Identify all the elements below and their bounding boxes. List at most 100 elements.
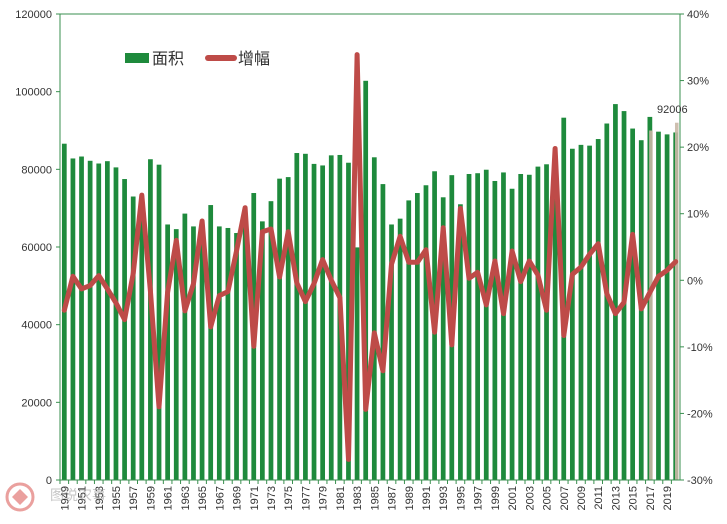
area-bar	[569, 148, 575, 481]
area-bar	[397, 218, 403, 480]
axes-layer: 0 20000 40000 60000 80000 100000 120000 -30% -20…	[15, 9, 713, 510]
left-tick-label: 0	[46, 475, 52, 487]
x-tick-label: 1981	[335, 486, 347, 510]
legend-growth-label: 增幅	[238, 49, 270, 68]
x-tick-label: 1989	[404, 486, 416, 510]
x-tick-label: 2013	[610, 486, 622, 510]
area-bar	[311, 163, 317, 480]
watermark-text: 图说农事	[50, 488, 106, 504]
left-tick-label: 80000	[21, 164, 52, 176]
right-tick-label: -10%	[687, 342, 713, 354]
area-bar	[139, 195, 145, 481]
x-tick-label: 1967	[214, 486, 226, 510]
x-tick-label: 1991	[421, 486, 433, 510]
legend-area-swatch	[125, 53, 149, 63]
area-bar	[483, 169, 489, 480]
x-tick-label: 1973	[266, 486, 278, 510]
area-bar	[526, 174, 532, 480]
area-bar	[182, 213, 188, 480]
area-bar	[104, 161, 110, 480]
area-bar	[475, 173, 481, 480]
right-tick-label: 30%	[687, 76, 709, 88]
highlight-bar	[649, 130, 653, 480]
right-tick-label: 20%	[687, 142, 709, 154]
x-tick-label: 2005	[542, 486, 554, 510]
right-tick-label: -30%	[687, 475, 713, 487]
area-bar	[277, 178, 282, 481]
area-bar	[492, 180, 498, 480]
area-bar	[225, 227, 231, 480]
area-bar	[173, 229, 179, 480]
area-bar	[199, 227, 205, 480]
area-bar	[346, 162, 351, 480]
left-tick-label: 60000	[21, 242, 52, 254]
area-bar	[208, 205, 214, 480]
x-tick-label: 1953	[94, 486, 106, 510]
x-tick-label: 2015	[628, 486, 640, 510]
area-bar	[458, 204, 463, 481]
area-bar	[363, 80, 369, 480]
area-bar	[414, 193, 420, 480]
x-tick-label: 1975	[283, 486, 295, 510]
area-bar	[113, 167, 119, 480]
x-tick-label: 1959	[145, 486, 157, 510]
area-bar	[466, 173, 472, 480]
x-tick-label: 2001	[507, 486, 519, 510]
area-bar	[268, 201, 274, 480]
x-tick-label: 1969	[232, 486, 244, 510]
area-bar	[595, 139, 601, 480]
area-bar	[70, 158, 76, 480]
right-tick-label: 40%	[687, 9, 709, 21]
area-bar	[604, 123, 610, 480]
area-bar	[156, 164, 162, 480]
left-tick-label: 100000	[15, 87, 52, 99]
x-tick-label: 1949	[59, 486, 71, 510]
x-tick-label: 1983	[352, 486, 364, 510]
x-tick-label: 1985	[369, 486, 381, 510]
x-tick-label: 1997	[473, 486, 485, 510]
area-bar	[389, 224, 394, 480]
left-tick-label: 20000	[21, 397, 52, 409]
area-bar	[285, 177, 291, 480]
x-tick-label: 1993	[438, 486, 450, 510]
x-tick-label: 2019	[662, 486, 674, 510]
x-tick-label: 1979	[318, 486, 330, 510]
area-bar	[613, 104, 618, 481]
area-bar	[423, 185, 429, 480]
area-bar	[87, 160, 93, 481]
area-bar	[294, 153, 300, 481]
right-tick-label: 10%	[687, 209, 709, 221]
watermark-icon	[5, 482, 35, 512]
area-bar	[96, 163, 102, 480]
area-bar	[656, 131, 661, 481]
x-tick-label: 1977	[300, 486, 312, 510]
x-tick-label: 1963	[180, 486, 192, 510]
area-bar	[552, 177, 558, 481]
x-tick-label: 1995	[455, 486, 467, 510]
x-tick-label: 1957	[128, 486, 140, 510]
area-bar	[354, 247, 360, 480]
area-bar	[320, 165, 326, 480]
right-tick-label: 0%	[687, 275, 703, 287]
area-bar	[406, 200, 412, 480]
x-tick-label: 1971	[249, 486, 261, 510]
watermark-logo: 图说农事	[5, 482, 106, 512]
area-bar	[79, 156, 84, 481]
x-tick-label: 1951	[77, 486, 89, 510]
area-bar	[509, 188, 515, 480]
right-tick-label: -20%	[687, 408, 713, 420]
area-bar	[664, 134, 670, 480]
x-tick-label: 1961	[163, 486, 175, 510]
legend-area-label: 面积	[152, 49, 184, 68]
x-tick-label: 1965	[197, 486, 209, 510]
area-bar	[328, 155, 334, 480]
area-bar	[165, 224, 171, 480]
growth-line-layer	[61, 52, 679, 462]
area-bar	[518, 173, 524, 480]
x-tick-label: 1955	[111, 486, 123, 510]
x-tick-label: 1987	[387, 486, 399, 510]
area-bar	[216, 226, 222, 480]
legend: 面积 增幅	[125, 49, 270, 68]
left-tick-label: 120000	[15, 9, 52, 21]
